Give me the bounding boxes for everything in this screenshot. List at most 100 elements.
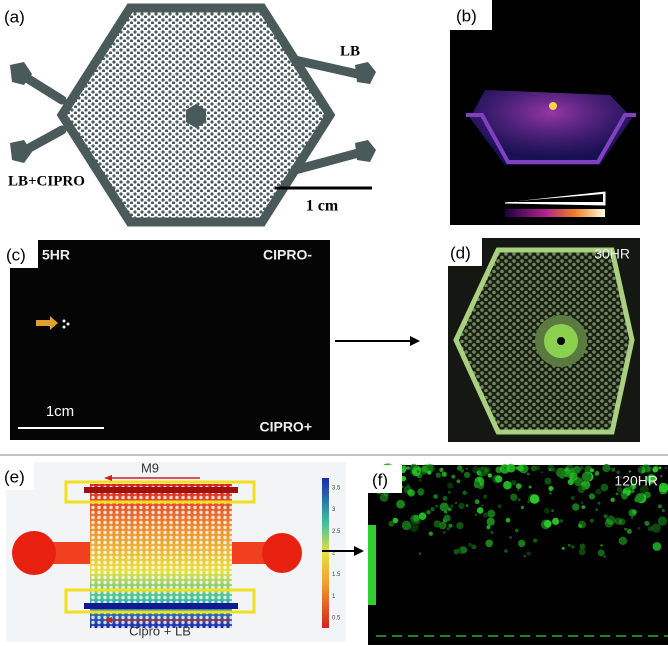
speckle xyxy=(442,530,446,535)
speckle xyxy=(455,501,457,504)
speckle xyxy=(578,548,586,556)
speckle xyxy=(474,513,478,517)
speckle xyxy=(518,539,526,548)
speckle xyxy=(486,525,491,530)
center-post xyxy=(186,104,206,128)
speckle xyxy=(442,496,448,501)
speckle xyxy=(418,552,422,555)
arrow-head xyxy=(410,336,420,346)
speckle xyxy=(450,504,454,508)
speckle xyxy=(630,516,634,520)
panel-label: (f) xyxy=(372,470,388,489)
panel-bg xyxy=(10,240,330,440)
speckle xyxy=(456,479,461,484)
speckle xyxy=(564,464,575,475)
speckle xyxy=(585,484,590,489)
speckle xyxy=(448,523,453,528)
highlight xyxy=(64,588,256,614)
speckle xyxy=(552,517,560,526)
arrow-head xyxy=(104,475,112,481)
scale-label: 1cm xyxy=(46,403,74,420)
channel-bottom xyxy=(84,603,238,609)
speckle xyxy=(415,519,421,525)
speckle xyxy=(651,523,661,533)
speckle xyxy=(567,478,574,486)
panel-e: M9 Cipro + LB 3.5 3 2.5 2 1.5 1 0.5 (e) xyxy=(0,460,346,642)
speckle xyxy=(604,519,614,528)
speckle xyxy=(637,466,646,474)
speckle xyxy=(504,549,508,553)
speckle xyxy=(509,536,512,539)
speckle xyxy=(569,472,578,481)
condition-label: CIPRO- xyxy=(263,247,312,263)
speckle xyxy=(515,528,519,533)
speckle xyxy=(392,517,399,524)
speckle xyxy=(510,493,518,501)
speckle xyxy=(483,494,488,499)
panel-c: (c) 5HR CIPRO- CIPRO+ 1cm xyxy=(4,240,330,440)
speckle xyxy=(549,468,552,471)
panel-label: (d) xyxy=(450,243,471,262)
speckle xyxy=(657,516,668,526)
speckle xyxy=(581,505,586,509)
speckle xyxy=(416,470,420,473)
speckle xyxy=(527,500,531,504)
speckle xyxy=(642,463,651,473)
speckle xyxy=(597,501,601,505)
inlet-label: LB+CIPRO xyxy=(8,173,85,189)
speckle xyxy=(428,531,433,536)
panel-f: (f) 120HR xyxy=(368,463,668,645)
speckle xyxy=(530,465,537,472)
flow-label: Cipro + LB xyxy=(129,623,191,638)
speckle xyxy=(396,499,405,509)
panel-a: (a) LB LB+CIPRO 1 cm xyxy=(4,3,376,227)
speckle xyxy=(404,469,407,472)
hotspot xyxy=(549,102,557,110)
speckle xyxy=(590,518,594,523)
panel-label: (e) xyxy=(4,467,25,486)
speckle xyxy=(486,517,495,526)
speckle xyxy=(628,509,637,517)
speckle xyxy=(644,491,651,499)
colorbar-label: 3.5 xyxy=(332,486,341,492)
speckle xyxy=(646,468,652,474)
speckle xyxy=(597,549,605,557)
speckle xyxy=(544,477,552,485)
speckle xyxy=(490,530,494,535)
speckle xyxy=(418,478,422,482)
speckle xyxy=(504,466,507,470)
speckle xyxy=(606,515,616,525)
speckle xyxy=(533,538,538,543)
speckle xyxy=(503,480,512,490)
speckle xyxy=(581,486,586,491)
speckle xyxy=(658,466,662,470)
speckle xyxy=(510,480,517,486)
speckle xyxy=(523,555,526,558)
speckle xyxy=(603,555,607,559)
speckle xyxy=(535,465,540,471)
speckle xyxy=(614,517,623,525)
speckle xyxy=(600,483,609,492)
speckle xyxy=(388,520,395,527)
speckle xyxy=(661,508,665,513)
speckle xyxy=(421,465,428,473)
colorbar xyxy=(322,478,329,628)
edge-signal xyxy=(368,525,376,605)
speckle xyxy=(439,521,447,530)
highlight xyxy=(64,480,256,504)
speckle xyxy=(418,491,423,496)
speckle xyxy=(379,493,389,502)
speckle xyxy=(482,512,489,518)
speckle xyxy=(619,518,626,526)
speckle xyxy=(439,467,444,472)
panel-b: (b) xyxy=(450,0,640,225)
panel-label: (b) xyxy=(456,6,477,25)
panel-label: (c) xyxy=(6,245,26,264)
speckle xyxy=(520,505,525,510)
speckle xyxy=(478,466,488,477)
speckle xyxy=(465,504,469,507)
colorbar-label: 0.5 xyxy=(332,616,341,622)
speckle xyxy=(529,494,540,504)
speckle xyxy=(637,527,641,530)
speckle xyxy=(548,491,552,495)
